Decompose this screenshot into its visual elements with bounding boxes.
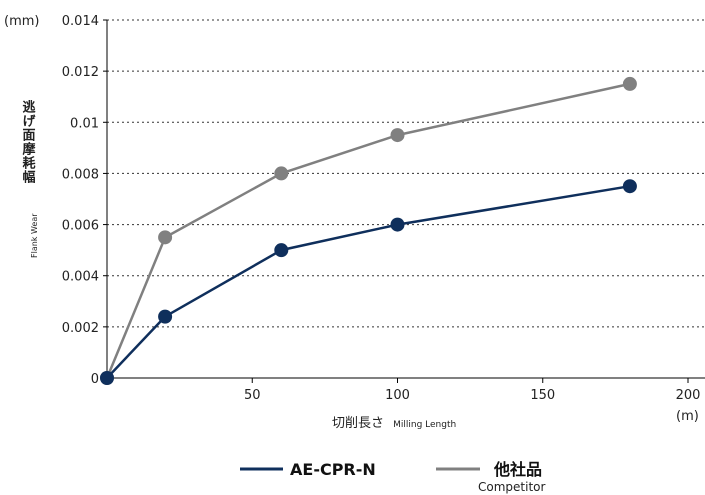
series-group: [100, 76, 637, 385]
y-tick-label: 0: [91, 372, 99, 387]
data-point-competitor: [390, 128, 405, 143]
y-tick-label: 0.004: [62, 270, 99, 285]
y-tick-labels: 0 0.002 0.004 0.006 0.008 0.01 0.012 0.014: [62, 14, 107, 387]
x-tick-label: 150: [530, 388, 555, 403]
data-point-competitor: [158, 230, 173, 245]
data-point-ae-cpr-n: [100, 371, 114, 385]
legend: AE-CPR-N 他社品 Competitor: [240, 460, 545, 494]
y-tick-label: 0.012: [62, 65, 99, 80]
y-tick-label: 0.008: [62, 167, 99, 182]
x-unit-label: (m): [676, 409, 699, 424]
y-tick-label: 0.01: [70, 116, 99, 131]
x-tick-label: 100: [385, 388, 410, 403]
x-axis-label-jp: 切削長さ: [332, 416, 384, 431]
legend-label-ae-cpr-n: AE-CPR-N: [290, 460, 376, 479]
data-point-competitor: [622, 76, 637, 91]
y-axis-label-jp: 逃げ面摩耗幅: [20, 99, 36, 184]
series-line-ae-cpr-n: [106, 184, 631, 379]
data-point-ae-cpr-n: [390, 217, 405, 232]
y-tick-label: 0.014: [62, 14, 99, 29]
x-axis-label: 切削長さ Milling Length: [332, 412, 456, 431]
data-point-ae-cpr-n: [158, 309, 173, 324]
y-axis-label-en: Flank Wear: [30, 213, 39, 258]
y-tick-label: 0.006: [62, 219, 99, 234]
grid-lines: [107, 19, 705, 328]
data-point-competitor: [274, 166, 289, 181]
legend-label-competitor: 他社品: [493, 460, 542, 479]
data-point-ae-cpr-n: [274, 243, 289, 258]
y-unit-label: (mm): [4, 14, 39, 29]
axes: [106, 20, 705, 379]
x-tick-label: 200: [676, 388, 701, 403]
x-tick-labels: 50 100 150 200: [244, 378, 700, 403]
y-tick-label: 0.002: [62, 321, 99, 336]
legend-sublabel-competitor: Competitor: [478, 480, 545, 494]
x-axis-label-en: Milling Length: [393, 420, 456, 430]
x-tick-label: 50: [244, 388, 261, 403]
data-point-ae-cpr-n: [622, 179, 637, 194]
